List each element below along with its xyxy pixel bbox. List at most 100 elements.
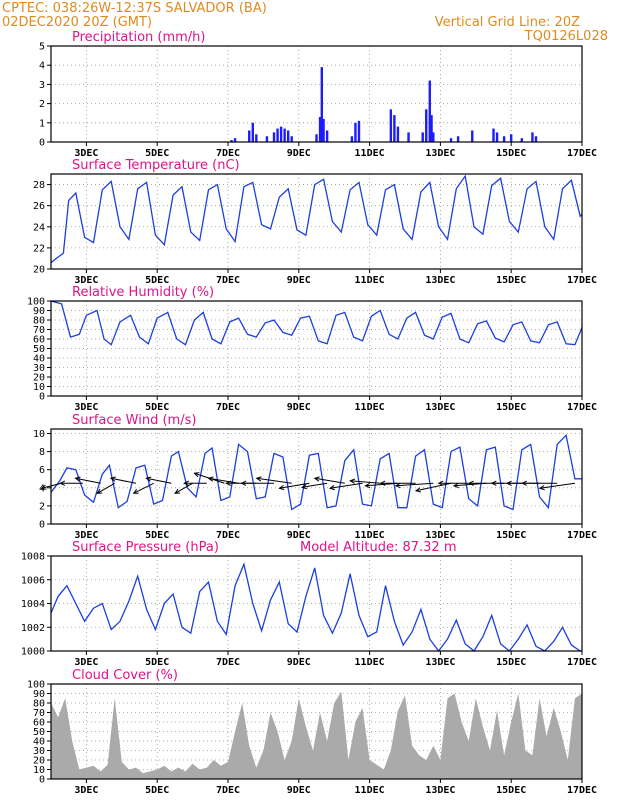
precip-bar bbox=[432, 132, 435, 142]
xtick-label: 15DEC bbox=[496, 530, 526, 541]
precip-bar bbox=[393, 115, 396, 142]
wind-vector bbox=[75, 477, 101, 484]
panel-frame bbox=[50, 428, 583, 525]
precip-bar bbox=[357, 120, 361, 142]
ytick-label: 1006 bbox=[21, 575, 45, 586]
ytick-label: 30 bbox=[33, 363, 45, 374]
panel-title-temp: Surface Temperature (nC) bbox=[72, 158, 240, 173]
ytick-label: 90 bbox=[33, 306, 45, 317]
xtick-label: 17DEC bbox=[567, 657, 597, 668]
precip-bar bbox=[318, 117, 322, 142]
wind-arrowhead bbox=[394, 482, 401, 489]
ytick-label: 0 bbox=[39, 775, 45, 786]
wind-vector bbox=[415, 482, 452, 492]
wind-vector bbox=[329, 482, 363, 489]
ytick-label: 28 bbox=[33, 180, 45, 191]
xtick-label: 7DEC bbox=[216, 530, 240, 541]
wind-arrowhead bbox=[379, 480, 386, 486]
precip-bar bbox=[233, 138, 237, 142]
wind-arrowhead bbox=[278, 484, 285, 491]
ytick-label: 80 bbox=[33, 316, 45, 327]
precip-bar bbox=[290, 136, 293, 142]
precip-bar bbox=[276, 128, 279, 142]
xtick-label: 7DEC bbox=[216, 148, 240, 159]
wind-arrowhead bbox=[109, 476, 116, 482]
wind-arrowhead bbox=[183, 480, 189, 486]
wind-vector bbox=[146, 477, 172, 484]
xtick-label: 9DEC bbox=[287, 148, 311, 159]
precip-bar bbox=[396, 126, 400, 142]
xtick-label: 17DEC bbox=[567, 148, 597, 159]
rh-line bbox=[50, 300, 583, 346]
precip-bar bbox=[350, 136, 354, 142]
wind-vector bbox=[133, 482, 154, 494]
xtick-label: 13DEC bbox=[425, 785, 455, 796]
xtick-label: 15DEC bbox=[496, 402, 526, 413]
wind-arrowhead bbox=[505, 480, 512, 486]
precip-bar bbox=[531, 132, 534, 142]
panel-temp: Surface Temperature (nC) 20 22 24 26 28 3DEC 5D… bbox=[33, 158, 597, 286]
panel-frame bbox=[50, 45, 583, 143]
ytick-label: 50 bbox=[33, 727, 45, 738]
ytick-label: 26 bbox=[33, 201, 45, 212]
ytick-label: 4 bbox=[39, 483, 45, 494]
wind-vector bbox=[302, 482, 328, 488]
panel-title-rh: Relative Humidity (%) bbox=[72, 285, 214, 300]
wind-arrowhead bbox=[132, 489, 139, 494]
wind-arrowhead bbox=[452, 482, 459, 489]
xtick-label: 7DEC bbox=[216, 402, 240, 413]
ytick-label: 24 bbox=[33, 222, 45, 233]
ytick-label: 100 bbox=[27, 680, 45, 691]
wind-arrowhead bbox=[59, 480, 66, 486]
wind-arrowhead bbox=[328, 485, 335, 491]
xtick-label: 9DEC bbox=[287, 785, 311, 796]
precip-bar bbox=[520, 138, 524, 142]
precip-bar bbox=[315, 134, 318, 142]
xtick-label: 5DEC bbox=[145, 148, 169, 159]
xtick-label: 17DEC bbox=[567, 530, 597, 541]
xtick-label: 15DEC bbox=[496, 275, 526, 286]
precip-bar bbox=[325, 130, 329, 142]
xtick-label: 11DEC bbox=[355, 275, 385, 286]
precip-bar bbox=[248, 130, 251, 142]
ytick-label: 2 bbox=[39, 99, 45, 110]
precip-bar bbox=[389, 109, 393, 142]
xtick-label: 9DEC bbox=[287, 657, 311, 668]
wind-arrowhead bbox=[490, 480, 497, 486]
precip-bar bbox=[510, 134, 513, 142]
wind-vector bbox=[539, 482, 575, 489]
xtick-label: 11DEC bbox=[355, 148, 385, 159]
panel-precip: Precipitation (mm/h) 0 1 2 3 4 5 3DEC 5DEC 7DEC 9D… bbox=[39, 30, 597, 159]
ytick-label: 50 bbox=[33, 344, 45, 355]
xtick-label: 9DEC bbox=[287, 530, 311, 541]
xtick-label: 13DEC bbox=[425, 402, 455, 413]
wind-vector bbox=[314, 477, 345, 484]
xtick-label: 3DEC bbox=[74, 785, 98, 796]
ytick-label: 60 bbox=[33, 718, 45, 729]
wind-arrowhead bbox=[414, 487, 421, 493]
model-code: TQ0126L028 bbox=[524, 29, 608, 44]
wind-vector bbox=[96, 482, 115, 494]
precip-bar bbox=[272, 132, 276, 142]
precip-bar bbox=[428, 80, 431, 142]
wind-arrowhead bbox=[40, 484, 47, 490]
xtick-label: 5DEC bbox=[145, 530, 169, 541]
precip-bar bbox=[492, 128, 495, 142]
wind-arrowhead bbox=[96, 488, 103, 494]
xtick-label: 11DEC bbox=[355, 402, 385, 413]
xtick-label: 9DEC bbox=[287, 402, 311, 413]
wind-arrowhead bbox=[193, 472, 200, 478]
wind-arrowhead bbox=[538, 485, 545, 491]
wind-arrowhead bbox=[313, 476, 320, 482]
precip-bar bbox=[430, 115, 433, 142]
xtick-label: 15DEC bbox=[496, 657, 526, 668]
ytick-label: 20 bbox=[33, 756, 45, 767]
precip-bar bbox=[283, 128, 286, 142]
ytick-label: 2 bbox=[39, 501, 45, 512]
precip-bar bbox=[320, 67, 324, 142]
ytick-label: 1002 bbox=[21, 623, 45, 634]
wind-vector bbox=[208, 477, 239, 484]
xtick-label: 17DEC bbox=[567, 785, 597, 796]
xtick-label: 17DEC bbox=[567, 275, 597, 286]
wind-arrowhead bbox=[255, 476, 262, 482]
